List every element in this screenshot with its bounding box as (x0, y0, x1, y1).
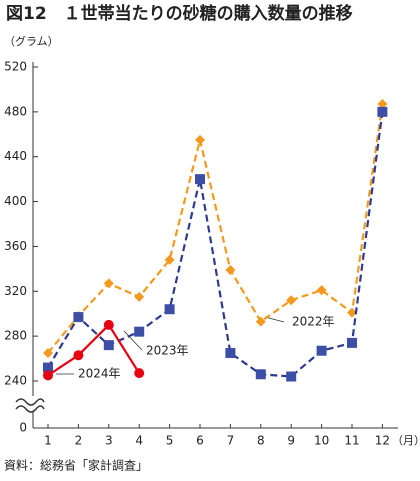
x-tick-label: 3 (105, 434, 113, 448)
point (316, 345, 327, 356)
x-tick-label: 7 (227, 434, 235, 448)
point (347, 307, 357, 318)
x-tick-label: 2 (75, 434, 83, 448)
point (103, 278, 114, 289)
point (225, 347, 236, 358)
series-label: 2022年 (292, 315, 335, 329)
x-tick-label: 6 (196, 434, 204, 448)
axis-break (14, 396, 45, 413)
series-label: 2024年 (78, 367, 121, 381)
point (286, 295, 297, 306)
point (134, 291, 145, 302)
x-tick-label: 4 (135, 434, 143, 448)
y-tick-label: 0 (19, 421, 27, 435)
x-tick-label: 12 (375, 434, 390, 448)
point (195, 134, 205, 145)
point (225, 264, 236, 275)
point (377, 99, 388, 110)
point (134, 326, 145, 337)
point (43, 370, 53, 381)
point (164, 254, 175, 265)
x-tick-label: 9 (287, 434, 295, 448)
y-tick-label: 480 (4, 104, 27, 118)
point (316, 285, 327, 296)
leader-line (123, 330, 143, 351)
chart-title: 図12 １世帯当たりの砂糖の購入数量の推移 (6, 3, 353, 24)
point (103, 319, 114, 330)
point (73, 350, 84, 361)
series-line (47, 111, 384, 378)
x-tick-label: 11 (344, 434, 359, 448)
point (43, 347, 53, 358)
point (347, 337, 357, 348)
point (255, 316, 266, 327)
y-tick-label: 320 (4, 284, 27, 298)
y-tick-label: 440 (4, 149, 27, 163)
point (164, 304, 175, 315)
point (286, 371, 297, 382)
point (255, 369, 266, 380)
y-tick-label: 360 (4, 239, 27, 253)
point (377, 106, 388, 117)
series-label: 2023年 (146, 344, 189, 358)
source-note: 資料：総務省「家計調査」 (4, 458, 148, 473)
point (103, 340, 114, 351)
y-tick-label: 520 (4, 60, 27, 74)
y-tick-label: 280 (4, 329, 27, 343)
series-line (47, 323, 141, 377)
x-tick-label: 5 (166, 434, 174, 448)
point (43, 362, 53, 373)
point (195, 174, 205, 185)
point (73, 312, 84, 323)
x-tick-label: 10 (314, 434, 329, 448)
x-tick-label: 1 (44, 434, 52, 448)
leader-line (264, 316, 285, 323)
series-line (47, 103, 384, 354)
point (134, 368, 145, 379)
y-tick-label: 400 (4, 194, 27, 208)
y-axis-label: （グラム） (4, 34, 59, 48)
x-axis-label: （月） (392, 434, 420, 447)
x-tick-label: 8 (257, 434, 265, 448)
y-tick-label: 240 (4, 374, 27, 388)
